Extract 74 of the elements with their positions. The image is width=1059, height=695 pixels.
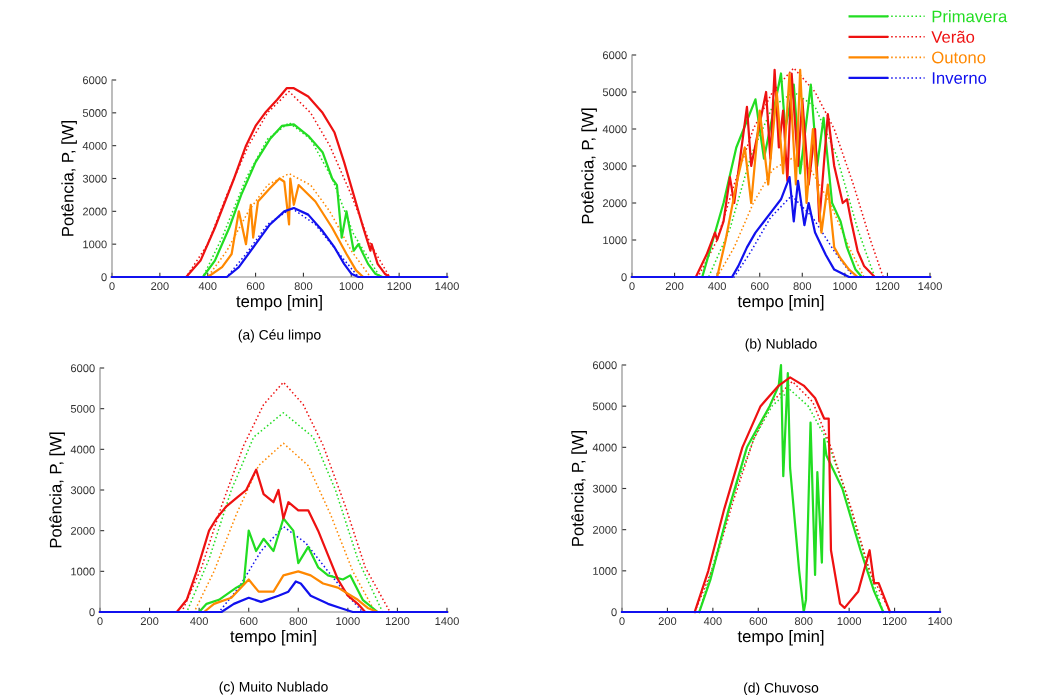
y-axis-title: Potência, P, [W]	[571, 431, 587, 546]
legend-label: Primavera	[932, 10, 1008, 23]
x-tick-label: 200	[665, 282, 684, 291]
x-tick-label: 1000	[336, 617, 360, 626]
x-tick-label: 200	[658, 617, 677, 626]
x-tick-label: 400	[703, 617, 722, 626]
x-tick-label: 200	[151, 282, 169, 291]
y-tick-label: 5000	[70, 404, 95, 413]
x-tick-label: 0	[629, 282, 635, 291]
y-tick-label: 3000	[82, 174, 107, 183]
y-axis-title: Potência, P, [W]	[61, 121, 77, 236]
text: (a) Céu limpo	[238, 329, 321, 343]
y-tick-label: 4000	[602, 125, 627, 134]
x-axis-title: tempo [min]	[230, 630, 316, 646]
y-tick-label: 0	[621, 273, 627, 282]
x-tick-label: 800	[793, 282, 812, 291]
y-tick-label: 6000	[602, 51, 627, 60]
legend-label: Outono	[932, 51, 986, 64]
text: (b) Nublado	[745, 338, 817, 352]
x-axis-title: tempo [min]	[236, 295, 322, 311]
x-tick-label: 1200	[387, 282, 412, 291]
x-tick-label: 1200	[385, 617, 410, 626]
y-tick-label: 2000	[82, 207, 107, 216]
y-tick-label: 6000	[70, 364, 95, 373]
y-tick-label: 6000	[592, 361, 617, 370]
x-tick-label: 200	[140, 617, 159, 626]
y-tick-label: 4000	[82, 141, 107, 150]
x-tick-label: 0	[109, 282, 115, 291]
x-tick-label: 400	[708, 282, 726, 291]
x-tick-label: 400	[190, 617, 208, 626]
y-tick-label: 5000	[602, 88, 627, 97]
y-axis-title: Potência, P, [W]	[581, 108, 597, 224]
x-tick-label: 600	[749, 617, 768, 626]
y-tick-label: 2000	[70, 526, 95, 535]
x-tick-label: 600	[240, 617, 258, 626]
legend-label: Inverno	[932, 72, 987, 84]
x-tick-label: 600	[751, 282, 769, 291]
y-tick-label: 0	[89, 608, 95, 617]
y-tick-label: 1000	[603, 236, 627, 245]
x-tick-label: 1400	[928, 617, 952, 626]
x-tick-label: 1400	[918, 282, 942, 291]
x-tick-label: 1200	[883, 617, 907, 626]
y-tick-label: 0	[101, 273, 107, 282]
legend-label: Verão	[931, 30, 975, 43]
x-tick-label: 800	[294, 282, 313, 291]
x-axis-title: tempo [min]	[737, 295, 824, 311]
y-tick-label: 3000	[602, 162, 627, 171]
y-tick-label: 1000	[83, 240, 107, 249]
x-tick-label: 800	[289, 617, 308, 626]
x-tick-label: 1000	[837, 617, 862, 626]
y-tick-label: 5000	[592, 402, 617, 411]
x-tick-label: 1400	[435, 282, 459, 291]
x-tick-label: 1000	[833, 282, 857, 291]
y-tick-label: 1000	[71, 567, 95, 576]
y-tick-label: 2000	[592, 525, 617, 534]
text: (d) Chuvoso	[744, 682, 819, 695]
text: (c) Muito Nublado	[219, 681, 328, 695]
y-tick-label: 5000	[82, 109, 107, 117]
y-tick-label: 4000	[70, 445, 95, 454]
x-tick-label: 800	[794, 617, 813, 626]
x-tick-label: 400	[198, 282, 217, 291]
y-tick-label: 3000	[592, 484, 617, 493]
x-tick-label: 1400	[435, 617, 459, 626]
y-tick-label: 2000	[602, 199, 627, 208]
x-tick-label: 1200	[875, 282, 900, 291]
y-tick-label: 4000	[592, 443, 617, 452]
y-tick-label: 1000	[593, 567, 617, 575]
x-tick-label: 1000	[339, 282, 364, 291]
y-tick-label: 6000	[82, 76, 107, 85]
y-axis-title: Potência, P, [W]	[49, 432, 65, 548]
y-tick-label: 0	[611, 608, 617, 617]
x-tick-label: 600	[246, 282, 265, 291]
y-tick-label: 3000	[70, 486, 95, 495]
x-axis-title: tempo [min]	[737, 630, 824, 646]
